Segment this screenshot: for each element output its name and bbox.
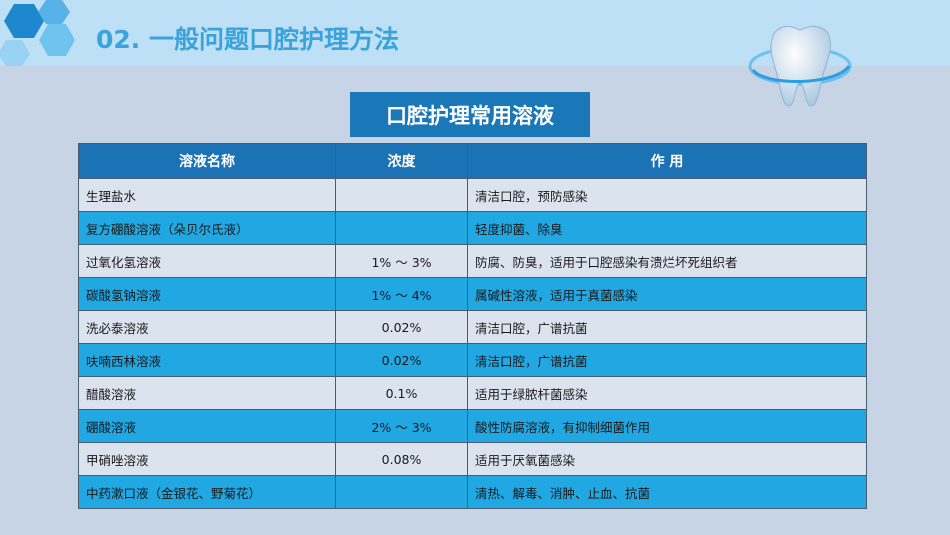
table-cell: 复方硼酸溶液（朵贝尔氏液） <box>78 211 336 245</box>
table-cell: 碳酸氢钠溶液 <box>78 277 336 311</box>
table-cell: 中药漱口液（金银花、野菊花） <box>78 475 336 509</box>
table-row: 洗必泰溶液 0.02% 清洁口腔，广谱抗菌 <box>78 310 867 344</box>
table-cell: 轻度抑菌、除臭 <box>467 211 867 245</box>
table-cell: 清洁口腔，预防感染 <box>467 178 867 212</box>
table-row: 复方硼酸溶液（朵贝尔氏液） 轻度抑菌、除臭 <box>78 211 867 245</box>
title: 02. 一般问题口腔护理方法 <box>96 25 399 54</box>
table-cell: 洗必泰溶液 <box>78 310 336 344</box>
table-cell: 硼酸溶液 <box>78 409 336 443</box>
table-cell: 适用于厌氧菌感染 <box>467 442 867 476</box>
table-cell: 1% ～ 3% <box>335 244 468 278</box>
table-cell: 0.02% <box>335 310 468 344</box>
solution-table: 溶液名称 浓度作 用 生理盐水 清洁口腔，预防感染复方硼酸溶液（朵贝尔氏液） 轻度抑菌… <box>78 143 867 509</box>
table-row: 呋喃西林溶液 0.02% 清洁口腔，广谱抗菌 <box>78 343 867 377</box>
table-cell: 0.08% <box>335 442 468 476</box>
table-cell: 清洁口腔，广谱抗菌 <box>467 310 867 344</box>
table-cell <box>335 211 468 245</box>
table-cell: 1% ～ 4% <box>335 277 468 311</box>
table-cell: 酸性防腐溶液，有抑制细菌作用 <box>467 409 867 443</box>
table-row: 中药漱口液（金银花、野菊花） 清热、解毒、消肿、止血、抗菌 <box>78 475 867 509</box>
table-cell <box>335 475 468 509</box>
table-row: 甲硝唑溶液 0.08% 适用于厌氧菌感染 <box>78 442 867 476</box>
column-header: 浓度 <box>335 143 468 179</box>
tooth-icon <box>748 25 852 107</box>
table-cell: 0.1% <box>335 376 468 410</box>
table-row: 醋酸溶液 0.1% 适用于绿脓杆菌感染 <box>78 376 867 410</box>
table-cell: 防腐、防臭，适用于口腔感染有溃烂坏死组织者 <box>467 244 867 278</box>
table-cell: 过氧化氢溶液 <box>78 244 336 278</box>
table-cell <box>335 178 468 212</box>
table-row: 碳酸氢钠溶液 1% ～ 4% 属碱性溶液，适用于真菌感染 <box>78 277 867 311</box>
table-cell: 2% ～ 3% <box>335 409 468 443</box>
table-row: 过氧化氢溶液 1% ～ 3% 防腐、防臭，适用于口腔感染有溃烂坏死组织者 <box>78 244 867 278</box>
column-header: 溶液名称 <box>78 143 336 179</box>
table-cell: 甲硝唑溶液 <box>78 442 336 476</box>
table-row: 硼酸溶液 2% ～ 3% 酸性防腐溶液，有抑制细菌作用 <box>78 409 867 443</box>
table-cell: 0.02% <box>335 343 468 377</box>
table-row: 生理盐水 清洁口腔，预防感染 <box>78 178 867 212</box>
hexagons <box>0 0 75 66</box>
table-cell: 属碱性溶液，适用于真菌感染 <box>467 277 867 311</box>
table-cell: 生理盐水 <box>78 178 336 212</box>
table-cell: 醋酸溶液 <box>78 376 336 410</box>
table-cell: 适用于绿脓杆菌感染 <box>467 376 867 410</box>
header-row: 溶液名称 浓度作 用 <box>78 143 867 179</box>
column-header: 作 用 <box>467 143 867 179</box>
table-cell: 呋喃西林溶液 <box>78 343 336 377</box>
subtitle: 口腔护理常用溶液 <box>350 92 590 137</box>
table-cell: 清热、解毒、消肿、止血、抗菌 <box>467 475 867 509</box>
table-cell: 清洁口腔，广谱抗菌 <box>467 343 867 377</box>
